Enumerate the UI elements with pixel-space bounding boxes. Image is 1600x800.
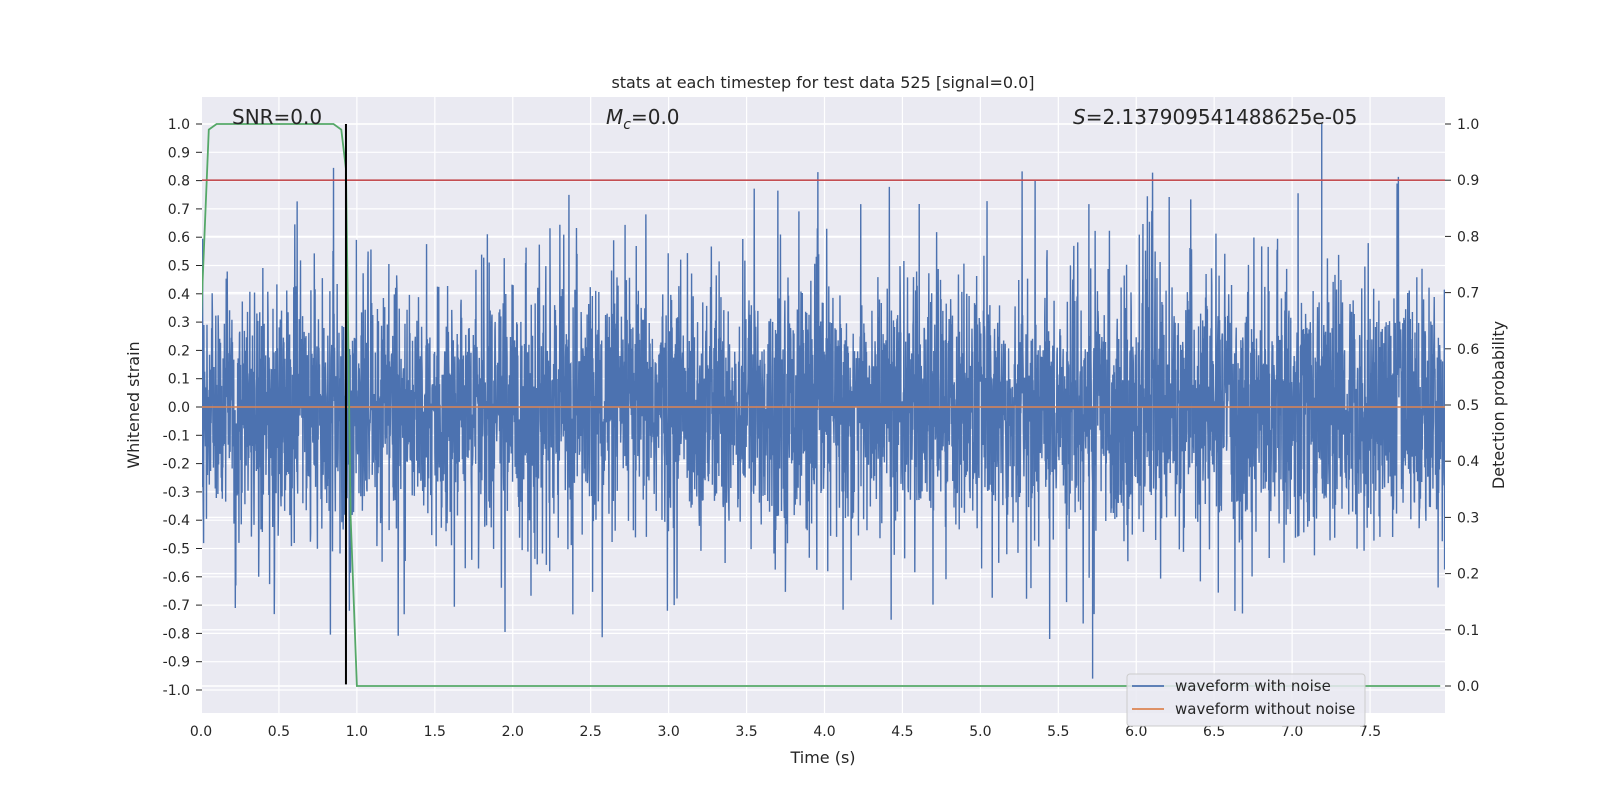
x-tick-label: 5.0 [969,724,991,740]
legend-label-with-noise: waveform with noise [1175,677,1331,695]
y2-tick-label: 0.3 [1457,510,1479,526]
x-tick-label: 2.0 [502,724,524,740]
y-tick-label: 1.0 [168,117,190,133]
y-axis-label: Whitened strain [124,341,143,468]
y2-tick-label: 0.0 [1457,679,1479,695]
y-tick-label: 0.4 [168,287,190,303]
x-tick-label: 2.5 [580,724,602,740]
y2-tick-label: 0.8 [1457,229,1479,245]
series-group [202,123,1445,687]
chirp-mass-value: =0.0 [631,105,680,129]
y2-tick-label: 0.9 [1457,173,1479,189]
y2-tick-label: 0.1 [1457,623,1479,639]
y-tick-label: 0.0 [168,400,190,416]
legend: waveform with noise waveform without noi… [1126,673,1366,727]
y2-tick-label: 0.5 [1457,398,1479,414]
x-tick-label: 3.5 [735,724,757,740]
x-tick-label: 0.0 [190,724,212,740]
legend-box [1126,673,1366,727]
chart-title: stats at each timestep for test data 525… [611,73,1034,92]
x-tick-label: 1.5 [424,724,446,740]
y-tick-label: -0.7 [163,598,190,614]
series-waveform-with-noise [202,124,1445,679]
x-tick-label: 7.5 [1359,724,1381,740]
s-value: =2.137909541488625e-05 [1086,105,1358,129]
y-tick-label: -0.5 [163,542,190,558]
x-tick-label: 6.0 [1125,724,1147,740]
s-symbol: S [1073,105,1086,129]
x-tick-label: 7.0 [1281,724,1303,740]
y-tick-label: 0.8 [168,174,190,190]
snr-annotation: SNR=0.0 [232,105,322,129]
y2-axis-ticks: 0.0 0.1 0.2 0.3 0.4 0.5 0.6 0.7 0.8 0.9 1.0 [1445,117,1479,695]
y-tick-label: 0.7 [168,202,190,218]
series-detection-probability [202,123,1441,687]
x-tick-label: 5.5 [1047,724,1069,740]
y2-axis-label: Detection probability [1489,321,1508,489]
y-tick-label: -0.2 [163,457,190,473]
y2-tick-label: 1.0 [1457,117,1479,133]
x-tick-label: 4.5 [891,724,913,740]
x-tick-label: 0.5 [268,724,290,740]
y-tick-label: 0.2 [168,343,190,359]
x-axis-ticks: 0.0 0.5 1.0 1.5 2.0 2.5 3.0 3.5 4.0 4.5 5.0 5.5 6.0 6… [190,724,1381,740]
chirp-mass-subscript: c [623,117,631,133]
chirp-mass-symbol: M [606,105,623,129]
y2-tick-label: 0.7 [1457,286,1479,302]
x-tick-label: 4.0 [813,724,835,740]
y-tick-label: 0.6 [168,230,190,246]
y-tick-label: -0.6 [163,570,190,586]
y2-tick-label: 0.4 [1457,454,1479,470]
y-tick-label: -0.1 [163,428,190,444]
y-tick-label: -0.9 [163,655,190,671]
y-tick-label: 0.3 [168,315,190,331]
y-tick-label: -0.3 [163,485,190,501]
y-tick-label: -0.4 [163,513,190,529]
x-axis-label: Time (s) [789,748,855,767]
y-tick-label: -1.0 [163,683,190,699]
x-tick-label: 6.5 [1203,724,1225,740]
y-tick-label: 0.9 [168,145,190,161]
chirp-mass-annotation: Mc=0.0 [606,105,680,133]
y-tick-label: 0.1 [168,372,190,388]
legend-label-without-noise: waveform without noise [1175,700,1355,718]
y2-tick-label: 0.2 [1457,567,1479,583]
y-axis-ticks: -1.0 -0.9 -0.8 -0.7 -0.6 -0.5 -0.4 -0.3 -0.2 -0.1… [163,117,202,699]
x-tick-label: 3.0 [657,724,679,740]
y-tick-label: 0.5 [168,259,190,275]
y2-tick-label: 0.6 [1457,342,1479,358]
x-tick-label: 1.0 [346,724,368,740]
s-annotation: S=2.137909541488625e-05 [1073,105,1357,129]
y-tick-label: -0.8 [163,626,190,642]
